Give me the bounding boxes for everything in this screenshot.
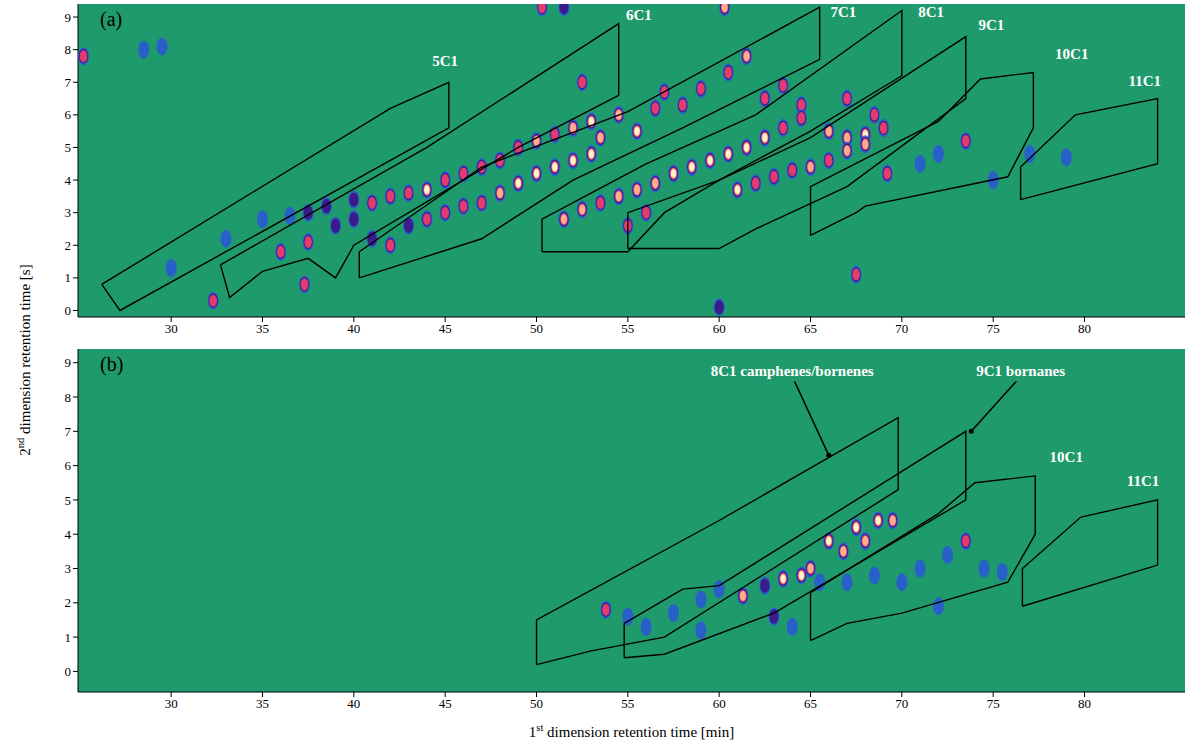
svg-text:10C1: 10C1 [1050, 449, 1083, 465]
svg-text:30: 30 [165, 321, 178, 336]
svg-text:5: 5 [65, 140, 72, 155]
svg-text:9C1: 9C1 [978, 17, 1004, 33]
svg-text:8: 8 [65, 390, 72, 405]
svg-text:45: 45 [439, 321, 452, 336]
svg-text:45: 45 [439, 696, 452, 711]
svg-text:6: 6 [65, 458, 72, 473]
svg-text:80: 80 [1078, 696, 1091, 711]
svg-text:50: 50 [530, 696, 543, 711]
svg-text:40: 40 [347, 321, 360, 336]
svg-text:1: 1 [65, 630, 72, 645]
html-text:1stdimension retention time [m: 1stdimension retention time [min] [528, 722, 735, 740]
svg-text:55: 55 [621, 321, 634, 336]
svg-text:1: 1 [65, 270, 72, 285]
svg-text:55: 55 [621, 696, 634, 711]
svg-text:5C1: 5C1 [432, 53, 458, 69]
svg-text:75: 75 [987, 696, 1000, 711]
html-text:(a): (a) [100, 8, 123, 30]
svg-text:4: 4 [65, 527, 72, 542]
svg-text:2: 2 [65, 595, 72, 610]
svg-text:4: 4 [65, 173, 72, 188]
svg-text:0: 0 [65, 303, 72, 318]
svg-text:8C1 camphenes/bornenes: 8C1 camphenes/bornenes [711, 363, 874, 379]
svg-text:8: 8 [65, 42, 72, 57]
svg-text:65: 65 [804, 321, 817, 336]
svg-text:60: 60 [713, 696, 726, 711]
html-text:2: 2 [16, 448, 33, 456]
svg-text:11C1: 11C1 [1129, 73, 1162, 89]
html-text:(b): (b) [100, 353, 124, 375]
svg-text:30: 30 [165, 696, 178, 711]
html-text:dimension retention time [s]: dimension retention time [s] [16, 264, 33, 438]
svg-text:10C1: 10C1 [1055, 46, 1088, 62]
svg-text:6C1: 6C1 [626, 7, 652, 23]
svg-text:8C1: 8C1 [918, 4, 944, 20]
svg-text:9: 9 [65, 355, 72, 370]
svg-text:35: 35 [256, 321, 269, 336]
svg-text:50: 50 [530, 321, 543, 336]
svg-text:11C1: 11C1 [1127, 473, 1160, 489]
svg-text:75: 75 [987, 321, 1000, 336]
svg-text:70: 70 [895, 696, 908, 711]
svg-text:3: 3 [65, 561, 72, 576]
svg-text:80: 80 [1078, 321, 1091, 336]
svg-text:6: 6 [65, 107, 72, 122]
svg-text:7: 7 [65, 424, 72, 439]
svg-text:70: 70 [895, 321, 908, 336]
svg-text:0: 0 [65, 664, 72, 679]
svg-text:3: 3 [65, 205, 72, 220]
html-text:nd: nd [14, 437, 26, 449]
svg-text:9: 9 [65, 10, 72, 25]
svg-text:35: 35 [256, 696, 269, 711]
svg-text:65: 65 [804, 696, 817, 711]
svg-text:60: 60 [713, 321, 726, 336]
svg-text:9C1 bornanes: 9C1 bornanes [976, 363, 1065, 379]
svg-text:7C1: 7C1 [830, 4, 856, 20]
svg-text:5: 5 [65, 493, 72, 508]
svg-text:7: 7 [65, 75, 72, 90]
svg-text:40: 40 [347, 696, 360, 711]
svg-text:2: 2 [65, 238, 72, 253]
